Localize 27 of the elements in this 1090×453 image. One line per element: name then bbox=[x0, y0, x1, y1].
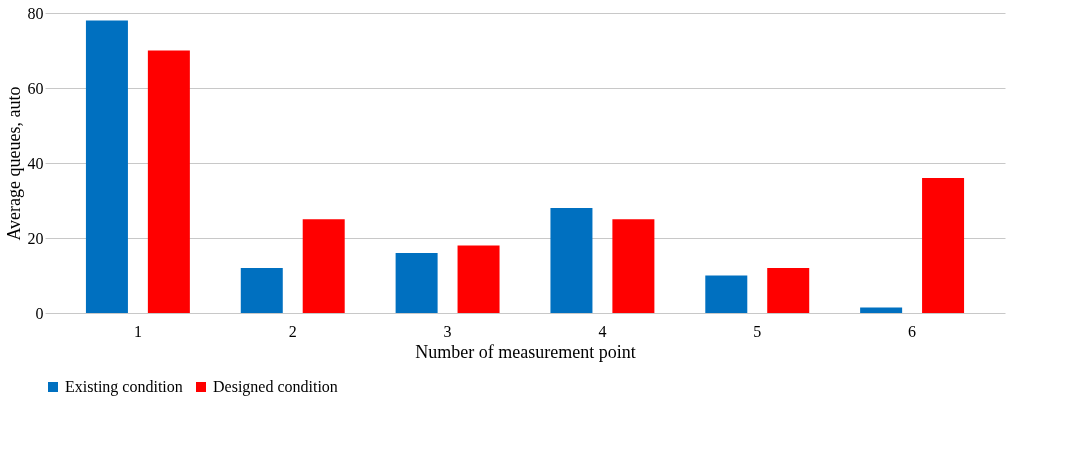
bar bbox=[302, 219, 345, 313]
bar bbox=[767, 268, 810, 313]
x-tick-label: 2 bbox=[288, 322, 297, 340]
y-tick-label: 40 bbox=[27, 154, 44, 172]
bar bbox=[860, 307, 903, 313]
legend-label: Existing condition bbox=[65, 378, 183, 396]
y-tick-label: 0 bbox=[35, 304, 44, 322]
x-tick-label: 3 bbox=[443, 322, 452, 340]
bar bbox=[457, 245, 500, 313]
x-tick-label: 1 bbox=[133, 322, 142, 340]
legend-label: Designed condition bbox=[213, 378, 338, 396]
bar bbox=[395, 253, 438, 313]
bar bbox=[922, 178, 965, 313]
bar bbox=[85, 20, 128, 313]
y-tick-label: 20 bbox=[27, 229, 44, 247]
bar bbox=[612, 219, 655, 313]
x-tick-label: 5 bbox=[753, 322, 762, 340]
y-tick-label: 80 bbox=[27, 4, 44, 22]
bar bbox=[705, 275, 748, 313]
x-tick-label: 6 bbox=[908, 322, 917, 340]
bar bbox=[147, 50, 190, 313]
bar bbox=[240, 268, 283, 313]
y-axis-title: Average queues, auto bbox=[3, 86, 24, 241]
x-axis-title: Number of measurement point bbox=[415, 341, 636, 362]
y-tick-label: 60 bbox=[27, 79, 44, 97]
bar bbox=[550, 208, 593, 313]
x-tick-label: 4 bbox=[598, 322, 607, 340]
